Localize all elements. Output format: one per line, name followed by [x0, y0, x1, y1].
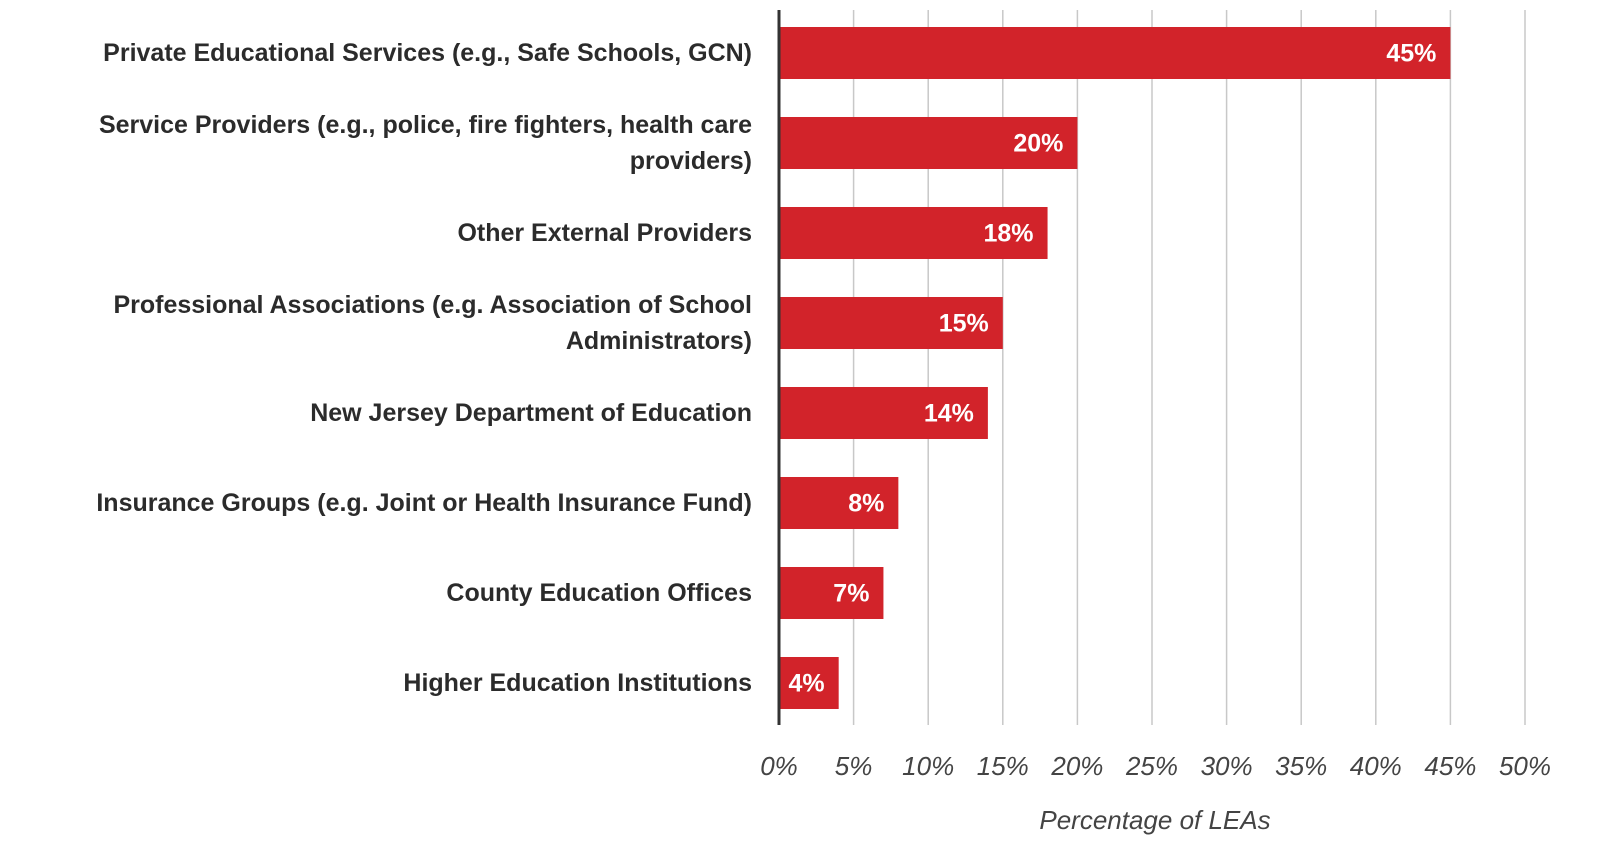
value-label: 18%: [984, 220, 1034, 248]
bar: [779, 567, 884, 619]
value-label: 7%: [833, 580, 869, 608]
bar: [779, 657, 839, 709]
category-label: Service Providers (e.g., police, fire fi…: [98, 111, 752, 175]
x-tick-label: 15%: [977, 751, 1029, 781]
value-label: 8%: [848, 490, 884, 518]
x-axis-label: Percentage of LEAs: [1039, 805, 1270, 835]
x-tick-label: 20%: [1050, 751, 1103, 781]
bar: [779, 207, 1048, 259]
bar: [779, 117, 1078, 169]
x-tick-label: 10%: [902, 751, 954, 781]
category-label: Higher Education Institutions: [403, 669, 752, 697]
category-label: County Education Offices: [446, 579, 752, 607]
x-tick-label: 25%: [1125, 751, 1178, 781]
bar: [779, 27, 1451, 79]
bar: [779, 477, 899, 529]
value-label: 15%: [939, 310, 989, 338]
value-label: 14%: [924, 400, 974, 428]
x-tick-label: 50%: [1499, 751, 1551, 781]
value-label: 20%: [1013, 130, 1063, 158]
bar: [779, 387, 988, 439]
category-label: New Jersey Department of Education: [310, 399, 752, 427]
value-label: 45%: [1386, 40, 1436, 68]
x-tick-label: 30%: [1201, 751, 1253, 781]
category-label: Other External Providers: [457, 219, 752, 247]
x-tick-label: 35%: [1275, 751, 1327, 781]
category-label: Insurance Groups (e.g. Joint or Health I…: [96, 489, 752, 517]
x-tick-label: 5%: [835, 751, 873, 781]
x-tick-label: 0%: [760, 751, 798, 781]
category-label: Professional Associations (e.g. Associat…: [113, 291, 752, 355]
x-tick-label: 40%: [1350, 751, 1402, 781]
value-label: 4%: [789, 670, 825, 698]
bar: [779, 297, 1003, 349]
x-tick-label: 45%: [1424, 751, 1476, 781]
category-label: Private Educational Services (e.g., Safe…: [103, 39, 752, 67]
